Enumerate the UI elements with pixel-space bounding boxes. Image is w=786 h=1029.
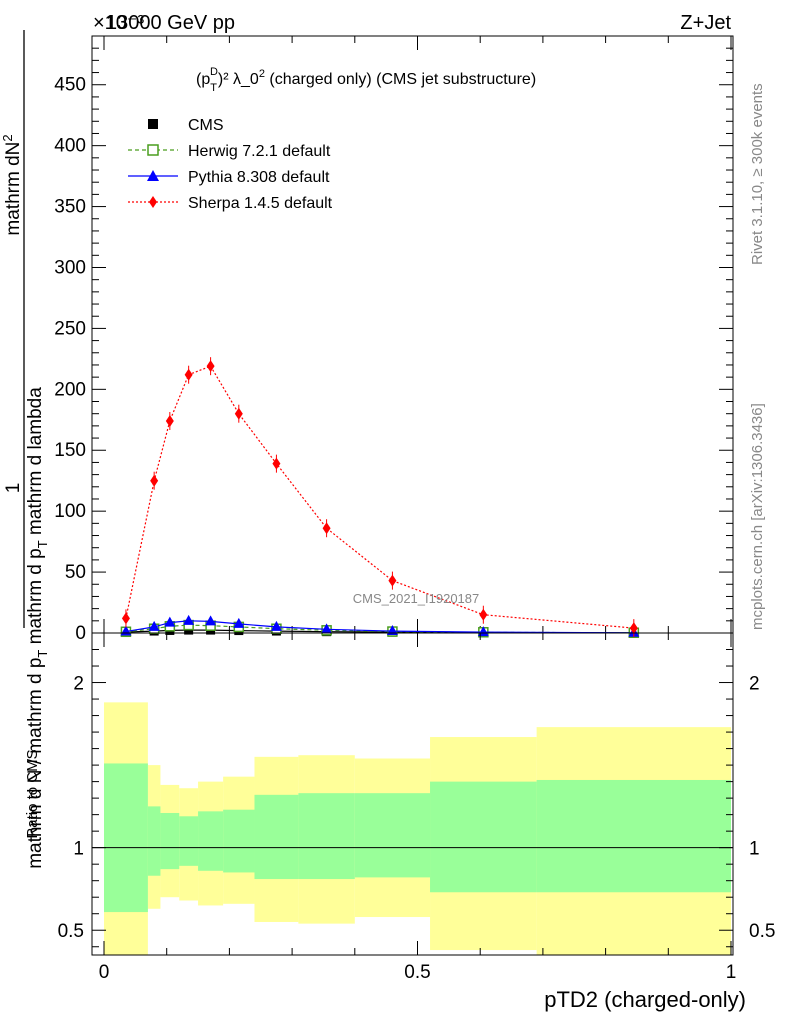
data-point-sherpa — [388, 574, 397, 587]
data-point-sherpa — [206, 360, 215, 373]
data-point-pythia — [164, 616, 176, 627]
legend-item-pythia: Pythia 8.308 default — [128, 169, 330, 186]
x-tick-label: 1 — [726, 962, 737, 983]
main-y-axis-label: mathrm d N / mathrm d pT mathrm d pT mat… — [0, 30, 50, 869]
ratio-y-tick-label-right: 0.5 — [749, 921, 775, 942]
y-tick-label: 400 — [54, 136, 86, 157]
ratio-band-bin — [104, 763, 148, 913]
y-label-one: 1 — [3, 483, 24, 494]
ratio-band-bin — [536, 779, 731, 893]
data-point-sherpa — [184, 368, 193, 381]
legend: CMS Herwig 7.2.1 default Pythia 8.308 de… — [128, 117, 333, 212]
legend-item-cms: CMS — [148, 117, 224, 134]
x-tick-label: 0.5 — [404, 962, 430, 983]
ratio-band-bin — [223, 809, 255, 873]
data-point-sherpa — [121, 612, 130, 625]
main-title: (pTD)² λ_02 (charged only) (CMS jet subs… — [196, 66, 536, 94]
x-axis-label: pTD2 (charged-only) — [544, 987, 746, 1012]
legend-label-sherpa: Sherpa 1.4.5 default — [188, 195, 333, 212]
data-point-sherpa — [234, 407, 243, 420]
ratio-bands-group — [104, 702, 731, 955]
rivet-label: Rivet 3.1.10, ≥ 300k events — [749, 83, 766, 265]
pythia-marker-icon — [147, 170, 159, 181]
svg-text:mathrm dN2: mathrm dN2 — [0, 134, 24, 235]
analysis-watermark: CMS_2021_I1920187 — [353, 591, 480, 606]
process-label: Z+Jet — [680, 12, 731, 34]
legend-label-cms: CMS — [188, 117, 224, 134]
ratio-plot-panel: 0.5 0.51 12 2 0 0.5 1 Ratio to CMS pTD2 (char… — [24, 632, 775, 1012]
sherpa-marker-icon — [149, 196, 157, 208]
main-series-group — [120, 357, 640, 639]
data-point-sherpa — [165, 415, 174, 428]
x-tick-label: 0 — [99, 962, 110, 983]
legend-item-sherpa: Sherpa 1.4.5 default — [128, 195, 333, 212]
ratio-y-tick-label: 0.5 — [58, 921, 84, 942]
y-tick-label: 350 — [54, 197, 86, 218]
y-tick-label: 200 — [54, 379, 86, 400]
data-point-pythia — [205, 615, 217, 626]
data-point-sherpa — [150, 474, 159, 487]
ratio-band-bin — [354, 793, 431, 878]
ratio-y-tick-label-right: 2 — [749, 674, 760, 695]
ratio-band-bin — [430, 781, 537, 893]
ratio-band-bin — [160, 812, 180, 870]
legend-item-herwig: Herwig 7.2.1 default — [128, 143, 331, 160]
series-line-2 — [125, 620, 634, 634]
ratio-band-bin — [254, 794, 299, 880]
ratio-band-bin — [179, 816, 199, 866]
data-point-pythia — [183, 614, 195, 625]
ratio-y-tick-label: 1 — [73, 839, 84, 860]
data-point-pythia — [270, 620, 282, 631]
mcplots-label: mcplots.cern.ch [arXiv:1306.3436] — [749, 403, 766, 630]
energy-label: 13000 GeV pp — [106, 12, 235, 34]
y-tick-label: 50 — [65, 562, 86, 583]
data-point-sherpa — [272, 457, 281, 470]
legend-label-herwig: Herwig 7.2.1 default — [188, 143, 331, 160]
data-point-sherpa — [322, 522, 331, 535]
y-tick-label: 0 — [75, 623, 86, 644]
main-plot-panel: 0 50 100 150 200 250 300 350 400 450 (pTD)² λ_02 … — [0, 30, 734, 869]
ratio-band-bin — [198, 811, 224, 871]
series-line-3 — [125, 365, 634, 629]
data-point-pythia — [321, 623, 333, 634]
ratio-y-tick-label: 2 — [73, 674, 84, 695]
data-point-sherpa — [629, 622, 638, 635]
ratio-x-axis: 0 0.5 1 — [99, 633, 737, 983]
exponent-label: ×10⁻³ — [93, 12, 144, 34]
y-tick-label: 150 — [54, 440, 86, 461]
herwig-marker-icon — [147, 144, 159, 156]
ratio-band-bin — [147, 806, 161, 876]
data-point-pythia — [233, 617, 245, 628]
data-point-sherpa — [479, 608, 488, 621]
main-y-axis: 0 50 100 150 200 250 300 350 400 450 — [54, 35, 733, 644]
ratio-frame — [91, 632, 734, 956]
series-line-1 — [125, 624, 634, 634]
y-tick-label: 250 — [54, 318, 86, 339]
legend-label-pythia: Pythia 8.308 default — [188, 169, 330, 186]
data-point-pythia — [148, 620, 160, 631]
y-tick-label: 450 — [54, 75, 86, 96]
ratio-y-axis: 0.5 0.5 1 1 2 2 — [58, 649, 775, 948]
y-tick-label: 300 — [54, 257, 86, 278]
cms-marker-icon — [148, 119, 158, 129]
svg-text:mathrm d N / mathrm d pT mathr: mathrm d N / mathrm d pT mathrm d pT mat… — [25, 387, 50, 869]
ratio-y-axis-label: Ratio to CMS — [24, 749, 41, 838]
ratio-band-bin — [298, 793, 355, 880]
ratio-y-tick-label-right: 1 — [749, 839, 760, 860]
y-tick-label: 100 — [54, 501, 86, 522]
